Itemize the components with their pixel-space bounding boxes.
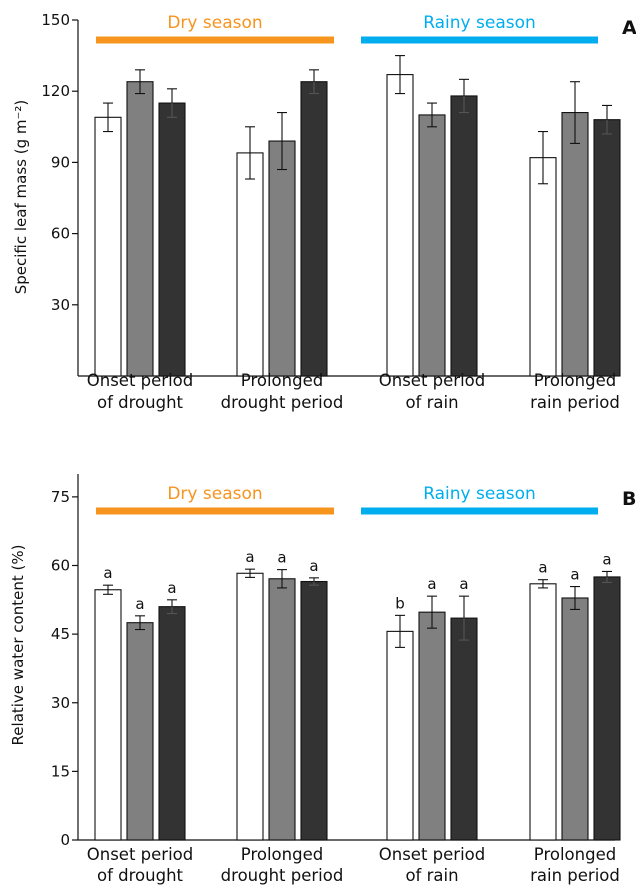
bar	[236, 152, 264, 377]
significance-letter: a	[309, 557, 318, 575]
category-label: of rain	[405, 866, 458, 885]
y-tick-label: 45	[51, 625, 70, 643]
significance-letter: a	[538, 559, 547, 577]
category-label: Onset period	[379, 371, 485, 390]
bar	[418, 114, 446, 377]
bar	[529, 157, 557, 377]
category-label: rain period	[530, 866, 620, 885]
panel-letter: B	[622, 488, 636, 510]
y-tick-label: 120	[41, 82, 70, 100]
bar	[158, 102, 186, 377]
y-axis-label: Relative water content (%)	[9, 545, 27, 746]
y-tick-label: 30	[51, 296, 70, 314]
y-tick-label: 15	[51, 762, 70, 780]
category-label: Onset period	[379, 845, 485, 864]
season-bar	[96, 36, 334, 44]
bar	[268, 578, 296, 841]
category-label: Prolonged	[241, 845, 323, 864]
category-label: Prolonged	[534, 845, 616, 864]
season-label: Rainy season	[423, 13, 536, 33]
season-label: Dry season	[167, 13, 262, 33]
bar	[529, 583, 557, 841]
bar	[418, 611, 446, 841]
category-label: Onset period	[87, 845, 193, 864]
chart-panel-a: 30 60 90 120 150 Specific leaf mass (g m⁻²) A D…	[12, 11, 636, 412]
category-label: rain period	[530, 393, 620, 412]
significance-letter: a	[103, 564, 112, 582]
y-tick-label: 75	[51, 488, 70, 506]
bar	[386, 630, 414, 841]
significance-letter: a	[602, 550, 611, 568]
panel-letter: A	[622, 17, 636, 39]
bar	[158, 606, 186, 841]
season-label: Rainy season	[423, 484, 536, 504]
bar	[126, 622, 154, 841]
y-tick-label: 60	[51, 225, 70, 243]
y-tick-label: 30	[51, 694, 70, 712]
bar	[94, 589, 122, 841]
bar	[450, 617, 478, 841]
bar	[94, 116, 122, 377]
significance-letter: a	[167, 579, 176, 597]
bar	[593, 119, 621, 377]
bar	[268, 140, 296, 377]
significance-letter: a	[570, 566, 579, 584]
bar	[561, 112, 589, 377]
bar	[300, 580, 328, 841]
bar	[386, 74, 414, 377]
significance-letter: a	[277, 549, 286, 567]
season-bar	[361, 36, 598, 44]
bar	[450, 95, 478, 377]
y-tick-label: 60	[51, 557, 70, 575]
y-tick-label: 0	[60, 831, 70, 849]
significance-letter: a	[427, 575, 436, 593]
category-label: drought period	[221, 866, 344, 885]
season-label: Dry season	[167, 484, 262, 504]
season-bar	[96, 507, 334, 515]
bar	[300, 81, 328, 377]
y-tick-label: 150	[41, 11, 70, 29]
chart-panel-b: 0 15 30 45 60 75 Relative water content (%) B Dr…	[9, 474, 636, 885]
season-bar	[361, 507, 598, 515]
category-label: Prolonged	[241, 371, 323, 390]
bar	[236, 572, 264, 841]
category-label: Onset period	[87, 371, 193, 390]
y-tick-label: 90	[51, 153, 70, 171]
category-label: Prolonged	[534, 371, 616, 390]
significance-letter: a	[459, 575, 468, 593]
bar	[126, 81, 154, 377]
significance-letter: a	[245, 548, 254, 566]
bar	[593, 576, 621, 841]
significance-letter: a	[135, 595, 144, 613]
category-label: of drought	[97, 866, 184, 885]
category-label: drought period	[221, 393, 344, 412]
bar	[561, 597, 589, 841]
significance-letter: b	[395, 594, 405, 612]
y-axis-label: Specific leaf mass (g m⁻²)	[12, 100, 30, 295]
category-label: of drought	[97, 393, 184, 412]
category-label: of rain	[405, 393, 458, 412]
